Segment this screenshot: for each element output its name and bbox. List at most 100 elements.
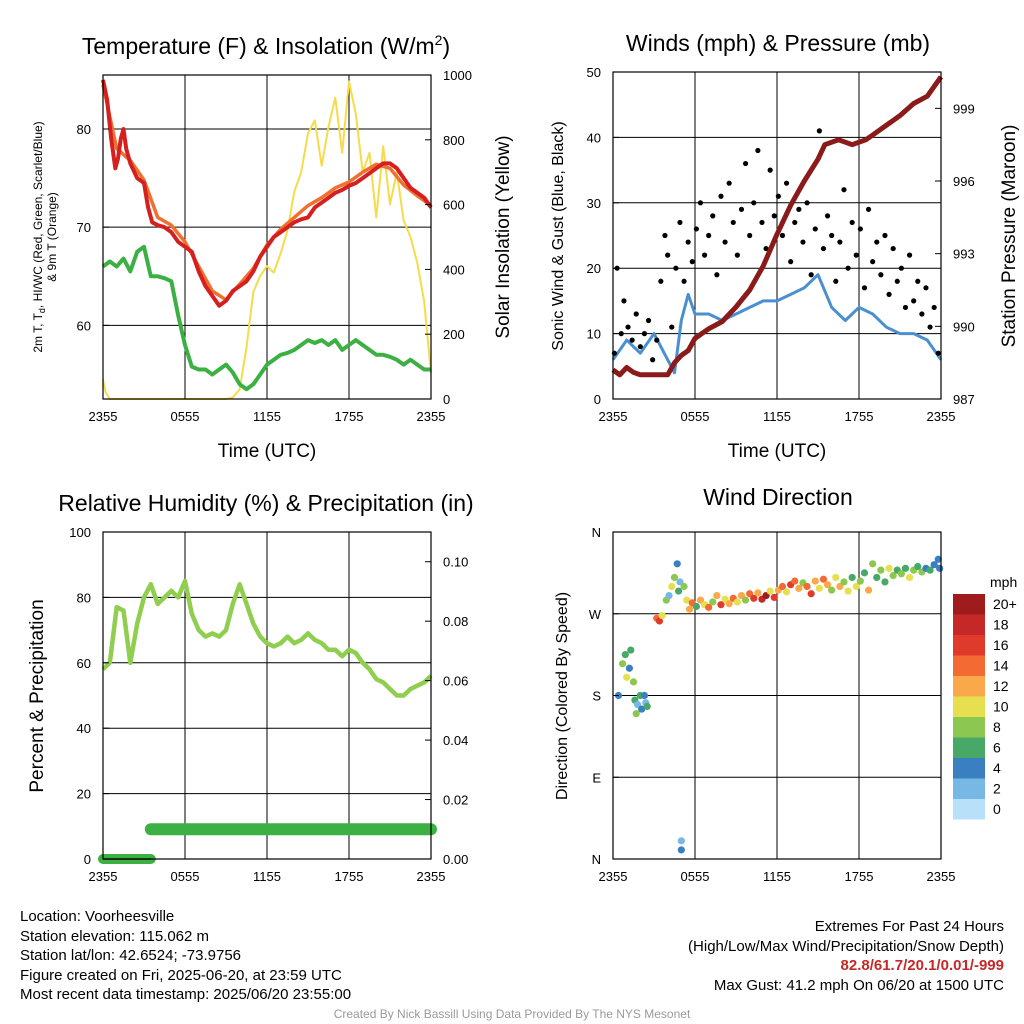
wind-direction-point	[683, 596, 691, 604]
wind-direction-point	[673, 560, 681, 568]
y-tick-label: 993	[953, 247, 975, 262]
gust-point	[621, 298, 627, 304]
x-tick-label: 1155	[763, 869, 791, 884]
gust-point	[767, 167, 773, 173]
wind-direction-point	[677, 837, 685, 845]
gust-point	[658, 278, 664, 284]
wind-direction-point	[670, 573, 679, 582]
y-tick-label: W	[589, 607, 602, 622]
x-tick-label: 2355	[89, 869, 118, 884]
speed-legend: mph 20+ 18 16 14 12 10 8 6 4 2 0	[953, 574, 1017, 820]
y-tick-label: 10	[587, 327, 601, 342]
y-tick-label: 0.08	[443, 614, 468, 629]
wind-direction-point	[638, 705, 646, 713]
x-tick-label: 2355	[89, 409, 118, 424]
gust-point	[637, 344, 643, 350]
y-tick-label: 80	[77, 122, 91, 137]
gust-point	[853, 252, 859, 258]
gust-point	[685, 239, 691, 245]
wind-direction-point	[885, 564, 893, 572]
gust-point	[886, 291, 892, 297]
wind-direction-point	[869, 560, 877, 568]
wind-direction-point	[741, 596, 750, 604]
wind-direction-point	[782, 588, 791, 596]
wind-direction-point	[680, 582, 688, 591]
gust-point	[714, 272, 720, 278]
legend-swatch	[953, 717, 985, 738]
gust-point	[800, 239, 806, 245]
temperature-line	[101, 79, 433, 308]
x-tick-label: 2355	[927, 869, 956, 884]
gust-point	[845, 265, 851, 271]
gust-point	[816, 128, 822, 134]
wind-direction-point	[733, 598, 741, 606]
gust-point	[865, 206, 872, 212]
dewpoint-line	[101, 244, 431, 392]
x-tick-label: 1155	[253, 869, 281, 884]
gust-point	[669, 324, 675, 330]
gust-point	[726, 180, 732, 186]
wind-direction-point	[828, 586, 836, 594]
gust-point	[689, 259, 695, 265]
wind-direction-point	[766, 587, 774, 595]
winds-x-axis-label: Time (UTC)	[728, 441, 827, 462]
y-tick-label: 200	[443, 327, 465, 342]
wind-direction-point	[623, 673, 631, 681]
gust-point	[759, 219, 765, 226]
gust-point	[824, 213, 831, 219]
station-info: Location: Voorheesville Station elevatio…	[20, 907, 351, 1005]
x-tick-label: 1755	[335, 409, 364, 424]
legend-label: 6	[993, 740, 1001, 756]
legend-swatch	[953, 696, 985, 717]
wind-direction-point	[807, 590, 815, 598]
gust-point	[820, 245, 827, 252]
gust-point	[650, 357, 656, 363]
station-elevation: Station elevation: 115.062 m	[20, 927, 210, 945]
gust-point	[792, 219, 798, 226]
x-tick-label: 2355	[599, 409, 628, 424]
x-tick-label: 0555	[171, 869, 200, 884]
legend-label: 4	[993, 760, 1001, 776]
wind-direction-point	[889, 572, 897, 580]
legend-label: 0	[993, 801, 1001, 817]
y-tick-label: 800	[443, 133, 465, 148]
wind-direction-point	[692, 602, 700, 611]
legend-label: 18	[993, 617, 1009, 633]
legend-swatch	[953, 594, 985, 615]
wind-direction-point	[713, 591, 721, 600]
gust-point	[693, 226, 699, 232]
gust-point	[878, 272, 884, 278]
wind-direction-point	[819, 575, 828, 583]
y-tick-label: 40	[587, 130, 601, 145]
x-tick-label: 0555	[681, 409, 710, 424]
y-tick-label: E	[592, 770, 601, 785]
wind-direction-point	[625, 664, 634, 672]
legend-label: 2	[993, 781, 1001, 797]
y-tick-label: 0.00	[443, 852, 468, 867]
temperature-y-axis-label-left: 2m T, Td, HI/WC (Red, Green, Scarlet/Blu…	[31, 121, 47, 352]
most-recent-timestamp: Most recent data timestamp: 2025/06/20 2…	[20, 986, 352, 1003]
x-tick-label: 2355	[927, 409, 956, 424]
x-tick-label: 2355	[417, 409, 446, 424]
temperature-chart-title: Temperature (F) & Insolation (W/m2)	[82, 32, 450, 59]
gust-point	[662, 232, 668, 239]
gust-point	[783, 180, 790, 186]
gust-point	[841, 187, 847, 193]
y-tick-label: 600	[443, 198, 465, 213]
sonic-wind-line	[611, 273, 943, 375]
wind-direction-point	[791, 577, 799, 585]
humidity-chart-title: Relative Humidity (%) & Precipitation (i…	[58, 490, 473, 516]
gust-point	[898, 265, 904, 271]
gust-point	[697, 200, 704, 206]
gust-point	[919, 311, 925, 317]
x-tick-label: 1755	[845, 869, 874, 884]
pressure-line	[611, 75, 944, 378]
x-tick-label: 0555	[681, 869, 710, 884]
legend-label: 14	[993, 658, 1009, 674]
y-tick-label: 20	[587, 261, 601, 276]
wind-direction-point	[754, 589, 762, 597]
gust-point	[681, 278, 687, 284]
gust-point	[633, 311, 639, 317]
y-tick-label: N	[592, 852, 601, 867]
station-location: Location: Voorheesville	[20, 908, 175, 925]
